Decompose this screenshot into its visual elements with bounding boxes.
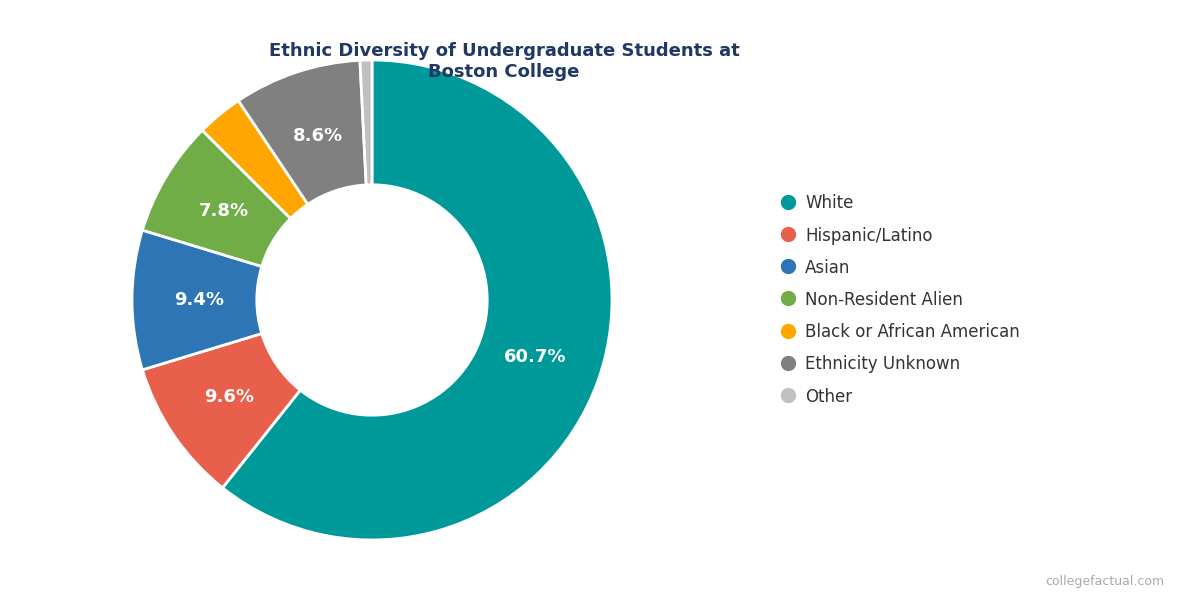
Text: 9.4%: 9.4% <box>174 291 224 309</box>
Wedge shape <box>239 61 366 205</box>
Wedge shape <box>203 101 308 218</box>
Text: 9.6%: 9.6% <box>204 388 254 406</box>
Wedge shape <box>143 130 290 266</box>
Wedge shape <box>222 60 612 540</box>
Wedge shape <box>360 60 372 185</box>
Text: 7.8%: 7.8% <box>199 202 248 220</box>
Text: 60.7%: 60.7% <box>504 348 566 366</box>
Text: 8.6%: 8.6% <box>293 127 343 145</box>
Wedge shape <box>132 230 262 370</box>
Wedge shape <box>143 334 300 488</box>
Text: collegefactual.com: collegefactual.com <box>1045 575 1164 588</box>
Text: Ethnic Diversity of Undergraduate Students at
Boston College: Ethnic Diversity of Undergraduate Studen… <box>269 42 739 81</box>
Legend: White, Hispanic/Latino, Asian, Non-Resident Alien, Black or African American, Et: White, Hispanic/Latino, Asian, Non-Resid… <box>775 186 1028 414</box>
